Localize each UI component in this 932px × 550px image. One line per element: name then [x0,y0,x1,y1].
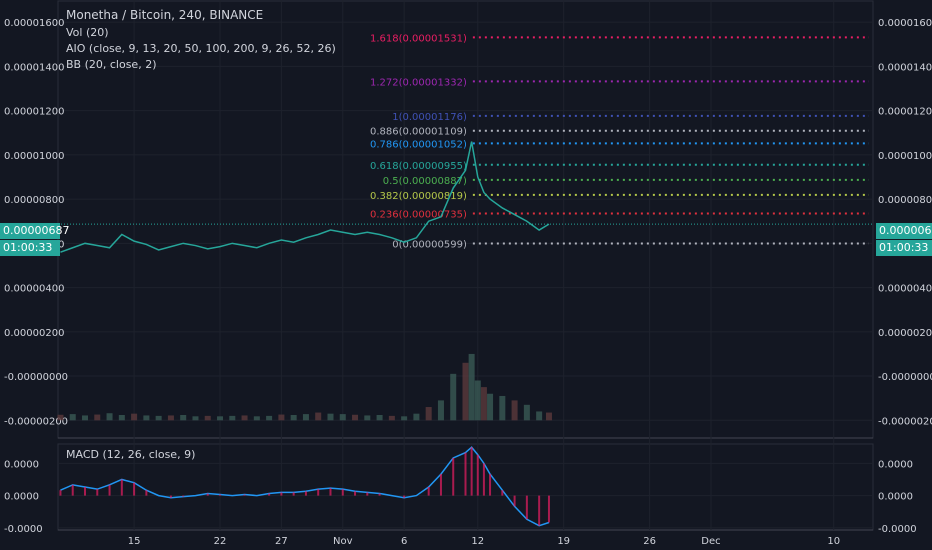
volume-bar [401,416,408,421]
fib-level-label: 0.382(0.00000819) [370,191,467,202]
y-tick-label-right: 0.00001400 [878,62,932,73]
x-tick-label: Nov [333,536,353,547]
fib-level-label: 1(0.00001176) [392,112,467,123]
fib-level-label: 0.886(0.00001109) [370,127,467,138]
volume-bar [450,373,457,421]
volume-bar [278,414,285,421]
volume-bar [204,415,211,421]
y-tick-label-left: 0.00001400 [4,62,64,73]
volume-bar [82,415,89,421]
volume-bar [155,415,162,421]
volume-bar [266,415,273,421]
volume-bar [302,414,309,421]
fib-level-label: 0.786(0.00001052) [370,139,467,150]
y-tick-label-right: 0.00000400 [878,284,932,295]
y-tick-label-right: 0.00001200 [878,107,932,118]
volume-bar [511,400,518,421]
fib-level-label: 0.618(0.00000955) [370,161,467,172]
indicator-volume[interactable]: Vol (20) [66,26,109,39]
macd-tick-label-left: 0.0000 [4,492,39,503]
volume-bar [468,353,475,421]
x-tick-label: 22 [214,536,227,547]
volume-bar [545,412,552,421]
volume-bar [388,415,395,421]
volume-bar [167,415,174,421]
volume-bar [57,414,64,421]
volume-bar [69,414,76,421]
y-tick-label-right: 0.00000800 [878,195,932,206]
x-tick-label: 19 [557,536,570,547]
volume-bar [327,413,334,421]
volume-bar [229,415,236,421]
fib-level-label: 0(0.00000599) [392,240,467,251]
y-tick-label-left: 0.00000800 [4,195,64,206]
x-tick-label: 6 [401,536,407,547]
volume-bar [437,400,444,421]
last-price-badge-left: 0.00000687 [0,223,69,239]
x-tick-label: Dec [701,536,720,547]
macd-tick-label-left: -0.0000 [4,524,43,535]
volume-bar [253,416,260,421]
countdown-badge-left: 01:00:33 [0,240,60,256]
volume-bar [536,411,543,421]
y-tick-label-right: 0.00001600 [878,18,932,29]
y-tick-label-left: 0.00001000 [4,151,64,162]
x-tick-label: 12 [471,536,484,547]
fib-level-label: 0.5(0.00000887) [383,176,467,187]
x-tick-label: 26 [643,536,656,547]
y-tick-label-right: -0.00000000 [878,372,932,383]
volume-bar [487,393,494,421]
volume-bar [499,395,506,421]
y-tick-label-left: 0.00000400 [4,284,64,295]
volume-bar [462,362,469,421]
volume-bar [376,414,383,421]
macd-tick-label-right: -0.0000 [878,524,917,535]
last-price-badge-right: 0.00000687 [876,223,932,239]
x-tick-label: 10 [827,536,840,547]
y-tick-label-left: 0.00000200 [4,328,64,339]
fib-level-label: 1.618(0.00001531) [370,33,467,44]
indicator-macd[interactable]: MACD (12, 26, close, 9) [66,448,196,461]
y-tick-label-right: -0.00000200 [878,416,932,427]
volume-bar [523,404,530,421]
y-tick-label-left: 0.00001600 [4,18,64,29]
y-tick-label-right: 0.00000200 [878,328,932,339]
y-tick-label-left: -0.00000200 [4,416,68,427]
volume-bar [315,412,322,421]
macd-tick-label-right: 0.0000 [878,459,913,470]
volume-bar [118,414,125,421]
macd-tick-label-right: 0.0000 [878,492,913,503]
volume-bar [192,416,199,421]
volume-bar [339,414,346,421]
indicator-aio[interactable]: AIO (close, 9, 13, 20, 50, 100, 200, 9, … [66,42,336,55]
fib-level-label: 1.272(0.00001332) [370,77,467,88]
volume-bar [94,414,101,421]
volume-bar [290,414,297,421]
y-tick-label-left: -0.00000000 [4,372,68,383]
macd-tick-label-left: 0.0000 [4,459,39,470]
volume-bar [425,407,432,421]
volume-bar [217,416,224,421]
countdown-badge-right: 01:00:33 [876,240,932,256]
price-line [60,141,550,253]
fib-level-label: 0.236(0.00000735) [370,209,467,220]
volume-bar [180,414,187,421]
volume-bar [480,387,487,421]
volume-bar [143,415,150,421]
volume-bar [352,414,359,421]
chart-title: Monetha / Bitcoin, 240, BINANCE [66,8,264,22]
y-tick-label-left: 0.00001200 [4,107,64,118]
volume-bar [413,413,420,421]
y-tick-label-right: 0.00001000 [878,151,932,162]
volume-bar [106,413,113,421]
indicator-bb[interactable]: BB (20, close, 2) [66,58,157,71]
x-tick-label: 15 [128,536,141,547]
x-tick-label: 27 [275,536,288,547]
volume-bar [131,413,138,421]
volume-bar [364,415,371,421]
volume-bar [474,380,481,421]
volume-bar [241,415,248,421]
